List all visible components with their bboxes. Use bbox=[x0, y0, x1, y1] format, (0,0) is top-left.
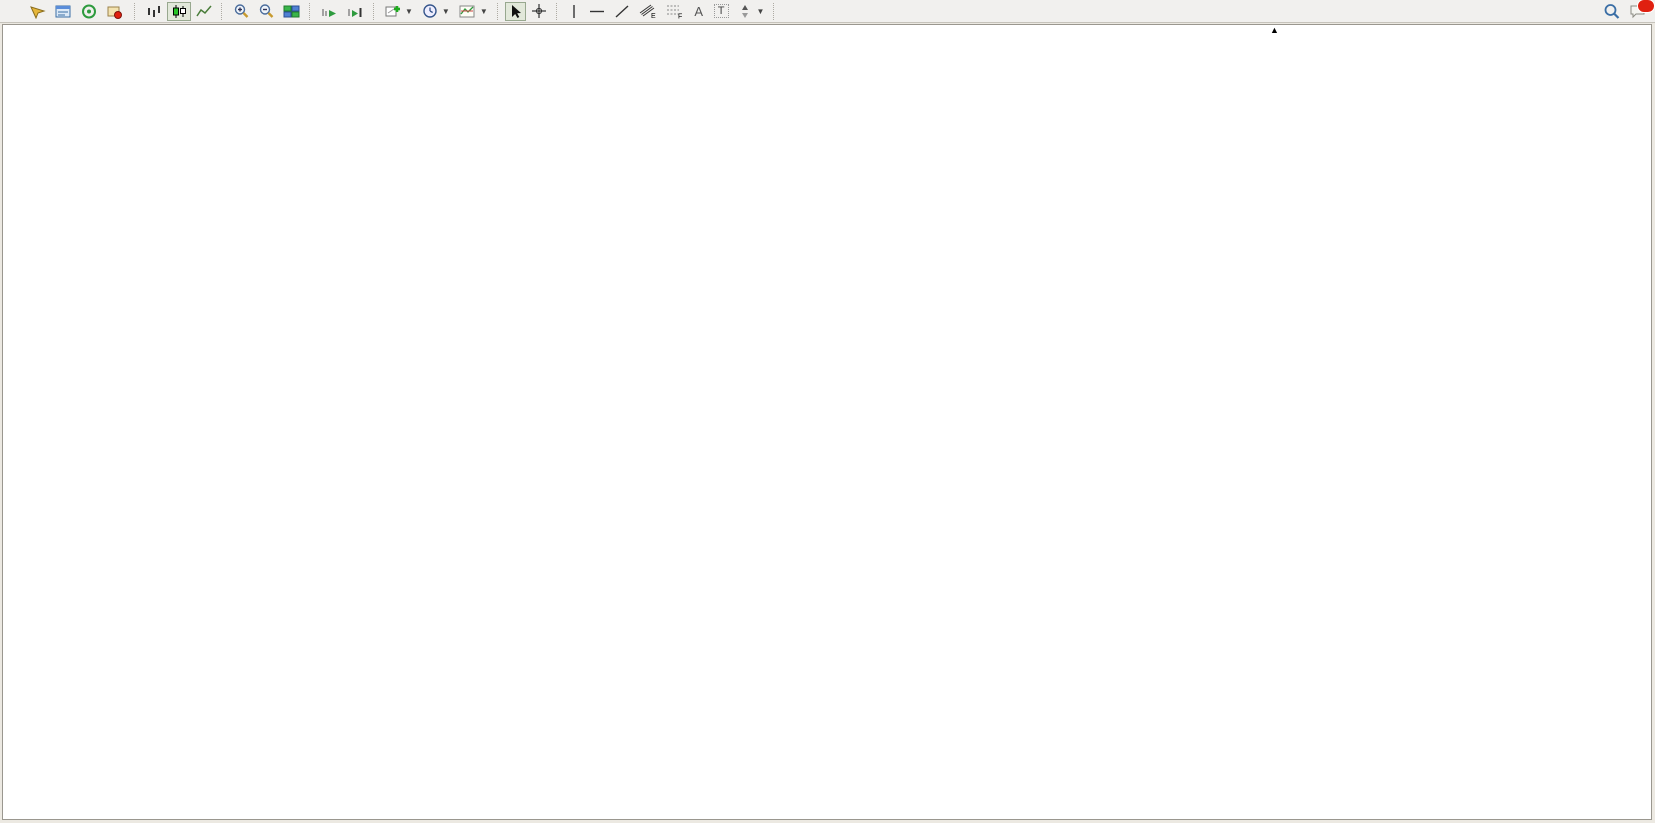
line-chart-icon bbox=[196, 5, 212, 16]
new-chart-icon bbox=[385, 5, 400, 16]
channel-button[interactable]: E bbox=[635, 2, 661, 21]
arrows-button[interactable]: ▼ bbox=[734, 2, 769, 21]
autotrading-button[interactable] bbox=[103, 2, 129, 21]
tile-windows-icon bbox=[283, 5, 300, 17]
horizontal-line-icon bbox=[589, 10, 604, 12]
label-button[interactable]: T bbox=[710, 2, 733, 21]
chevron-down-icon: ▼ bbox=[479, 6, 488, 16]
horizontal-line-button[interactable] bbox=[585, 2, 609, 21]
cursor-button[interactable] bbox=[504, 1, 526, 21]
crosshair-button[interactable] bbox=[527, 2, 551, 21]
signal-button[interactable] bbox=[77, 2, 102, 21]
chart-title-bar[interactable] bbox=[12, 27, 17, 39]
indicators-icon bbox=[459, 5, 475, 17]
toolbar-separator bbox=[773, 2, 776, 20]
market-watch-icon bbox=[55, 5, 71, 17]
svg-text:E: E bbox=[651, 13, 656, 19]
gold-arrow-button[interactable] bbox=[25, 2, 50, 21]
trendline-icon bbox=[615, 4, 629, 18]
new-chart-button[interactable]: ▼ bbox=[381, 2, 417, 21]
market-watch-button[interactable] bbox=[51, 2, 76, 21]
channel-icon: E bbox=[639, 4, 656, 19]
search-button[interactable] bbox=[1599, 2, 1624, 21]
macd-label bbox=[14, 625, 17, 637]
cursor-icon bbox=[511, 4, 521, 18]
bar-chart-icon bbox=[148, 5, 160, 17]
vertical-line-icon bbox=[573, 4, 575, 18]
chart-shift-button[interactable] bbox=[343, 2, 368, 21]
bar-chart-button[interactable] bbox=[142, 2, 166, 21]
gold-arrow-icon bbox=[30, 5, 46, 19]
vertical-line-button[interactable] bbox=[564, 2, 584, 21]
chevron-down-icon: ▼ bbox=[441, 6, 450, 16]
toolbar-separator bbox=[309, 2, 312, 20]
text-icon: A bbox=[694, 3, 704, 19]
toolbar-separator bbox=[496, 2, 500, 20]
auto-scroll-button[interactable] bbox=[317, 2, 342, 21]
toolbar-separator bbox=[134, 2, 137, 20]
period-button[interactable]: ▼ bbox=[418, 2, 454, 21]
candlestick-chart-icon bbox=[173, 4, 186, 18]
autotrading-icon bbox=[107, 6, 122, 19]
auto-scroll-icon bbox=[322, 8, 336, 17]
indicators-button[interactable]: ▼ bbox=[455, 2, 492, 21]
chart-shift-icon bbox=[348, 7, 362, 17]
search-icon bbox=[1604, 3, 1620, 19]
rsi-label bbox=[14, 728, 17, 740]
toolbar-separator bbox=[373, 2, 376, 20]
toolbar-separator bbox=[555, 2, 559, 20]
chart-scroll-marker-icon: ▲ bbox=[1270, 25, 1279, 35]
label-icon: T bbox=[713, 4, 729, 18]
candlestick-chart-button[interactable] bbox=[167, 1, 191, 21]
zoom-in-icon bbox=[234, 4, 249, 18]
zoom-out-icon bbox=[259, 4, 274, 18]
svg-text:F: F bbox=[678, 14, 682, 20]
zoom-out-button[interactable] bbox=[254, 2, 278, 21]
line-chart-button[interactable] bbox=[192, 2, 216, 21]
toolbar: ▼ ▼ ▼ E F bbox=[0, 0, 1655, 23]
notification-button[interactable] bbox=[1625, 0, 1655, 21]
notification-badge bbox=[1637, 0, 1655, 13]
new-order-button[interactable] bbox=[4, 2, 24, 21]
tile-windows-button[interactable] bbox=[279, 2, 304, 21]
toolbar-separator bbox=[221, 2, 224, 20]
fibonacci-button[interactable]: F bbox=[662, 2, 688, 21]
period-icon bbox=[423, 4, 437, 18]
arrows-icon bbox=[741, 4, 748, 18]
signal-icon bbox=[82, 4, 96, 18]
chevron-down-icon: ▼ bbox=[756, 6, 765, 16]
crosshair-icon bbox=[531, 4, 546, 18]
chevron-down-icon: ▼ bbox=[405, 6, 413, 16]
trendline-button[interactable] bbox=[610, 2, 634, 21]
chart-window bbox=[2, 24, 1652, 820]
text-button[interactable]: A bbox=[689, 2, 709, 21]
fibonacci-icon: F bbox=[666, 5, 682, 20]
zoom-in-button[interactable] bbox=[229, 2, 253, 21]
